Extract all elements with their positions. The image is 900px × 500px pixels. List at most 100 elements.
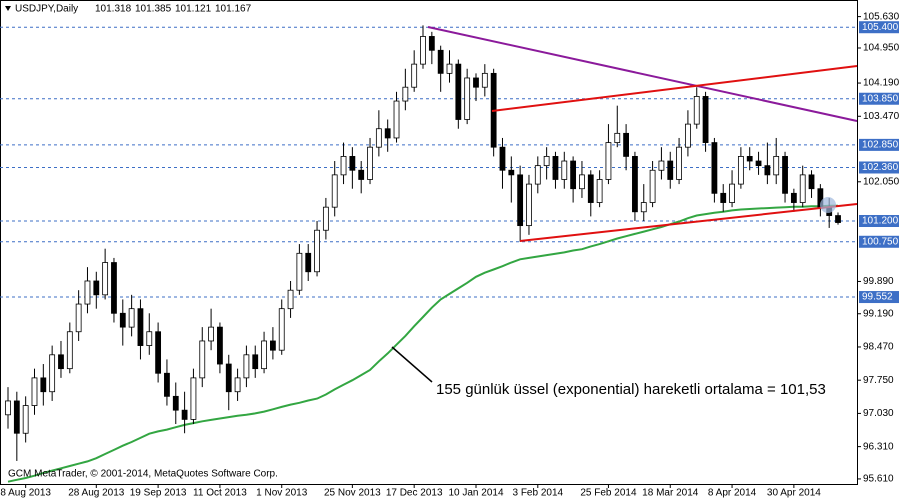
chart-title: USDJPY,Daily — [15, 4, 78, 15]
candle-body — [667, 160, 674, 180]
candle-body — [164, 372, 170, 397]
candle-body — [208, 326, 214, 342]
x-tick-label: 18 Mar 2014 — [642, 488, 699, 499]
candle-body — [614, 132, 621, 143]
candle-body — [261, 340, 267, 370]
ohlc-value: 101.385 — [135, 4, 172, 15]
level-label: 105.400 — [862, 22, 899, 33]
candle-body — [808, 174, 815, 190]
candle-body — [411, 63, 418, 88]
trend-line — [519, 203, 858, 242]
candle-body — [119, 312, 126, 328]
candle-body — [278, 308, 285, 351]
candle-body — [499, 146, 506, 171]
level-label: 101.200 — [862, 216, 899, 227]
candle-body — [172, 395, 179, 411]
candle-body — [632, 156, 638, 213]
y-tick-label: 98.470 — [863, 342, 894, 353]
y-tick-label: 96.310 — [863, 441, 894, 452]
candle-body — [393, 100, 400, 139]
candle-body — [287, 289, 294, 310]
candle-body — [75, 303, 82, 333]
candle-body — [746, 156, 753, 162]
candle-body — [58, 354, 64, 370]
level-box — [859, 92, 899, 105]
x-tick-label: 25 Nov 2013 — [324, 488, 381, 499]
x-tick-label: 11 Oct 2013 — [193, 488, 247, 499]
candle-body — [340, 156, 347, 176]
candle-body — [22, 405, 29, 434]
candle-body — [464, 77, 471, 120]
candle-body — [428, 36, 435, 51]
plot-area — [0, 25, 857, 483]
x-tick-label: 19 Sep 2013 — [130, 488, 187, 499]
candle-body — [455, 63, 462, 120]
candle-body — [437, 49, 444, 74]
candle-body — [367, 146, 373, 180]
x-tick-label: 25 Feb 2014 — [580, 488, 637, 499]
level-label: 102.850 — [862, 140, 899, 151]
level-label: 102.360 — [862, 162, 899, 173]
candle-body — [349, 156, 356, 171]
candle-body — [402, 86, 409, 102]
moving-average — [7, 204, 838, 483]
level-box — [859, 21, 899, 34]
candle-body — [111, 262, 117, 314]
candle-body — [596, 179, 603, 203]
candle-body — [481, 72, 488, 88]
candle-body — [146, 331, 153, 346]
x-tick-label: 1 Nov 2013 — [256, 488, 308, 499]
candle-body — [473, 77, 479, 88]
candle-body — [517, 174, 524, 227]
candle-body — [649, 169, 656, 203]
x-tick-label: 3 Feb 2014 — [512, 488, 563, 499]
candle-body — [225, 363, 232, 393]
candle-body — [358, 169, 365, 180]
annotation-pointer — [391, 346, 433, 383]
candle-body — [66, 331, 73, 370]
candle-body — [720, 192, 727, 203]
candle-body — [570, 160, 577, 190]
candle-body — [552, 156, 559, 180]
candle-body — [737, 156, 744, 185]
candle-body — [384, 128, 391, 139]
y-tick-label: 104.950 — [863, 43, 900, 54]
candle-body — [755, 160, 762, 167]
candle-body — [252, 354, 259, 370]
candle-body — [314, 229, 320, 273]
x-tick-label: 8 Aug 2013 — [0, 488, 51, 499]
candle-body — [543, 156, 550, 167]
level-box — [859, 215, 899, 228]
candle-body — [508, 169, 515, 176]
y-tick-label: 99.190 — [863, 308, 894, 319]
annotation: 155 günlük üssel (exponential) hareketli… — [436, 381, 826, 398]
candle-body — [446, 63, 453, 74]
level-label: 100.750 — [862, 236, 899, 247]
candle-body — [155, 331, 162, 374]
candle-body — [799, 174, 806, 203]
candle-body — [13, 400, 20, 434]
menu-arrow[interactable] — [5, 6, 11, 11]
candle-body — [199, 340, 206, 379]
candle-body — [561, 160, 568, 180]
highlight — [820, 197, 836, 213]
level-label: 99.552 — [862, 292, 893, 303]
candle-body — [243, 354, 250, 379]
candle-body — [181, 409, 188, 420]
candle-body — [137, 308, 144, 346]
candle-body — [93, 280, 100, 296]
candle-body — [526, 183, 532, 227]
candle-body — [623, 132, 629, 157]
candle-body — [534, 165, 541, 185]
x-tick-label: 30 Apr 2014 — [767, 488, 821, 499]
y-tick-label: 105.630 — [863, 11, 900, 22]
ohlc-value: 101.318 — [95, 4, 132, 15]
candle-body — [269, 340, 276, 351]
candle-body — [773, 156, 780, 176]
x-tick-label: 28 Aug 2013 — [68, 488, 125, 499]
candle-body — [5, 400, 11, 416]
candle-body — [693, 96, 700, 125]
ohlc-value: 101.167 — [215, 4, 252, 15]
